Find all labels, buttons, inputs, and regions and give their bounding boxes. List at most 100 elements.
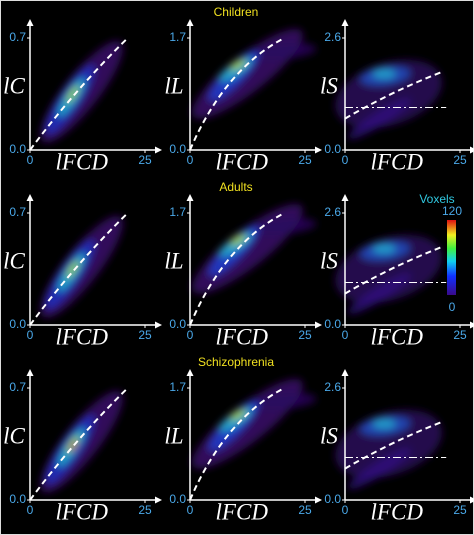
x-arrow [155,146,162,154]
y-arrow [26,369,34,376]
x-arrow [315,496,322,504]
x-tick-label: 0 [187,503,194,517]
panel-title: Children [214,5,259,19]
density-cloud [335,59,443,140]
x-axis-label: lFCD [216,324,269,349]
x-axis-label: lFCD [56,149,109,174]
density-layer [230,234,247,246]
y-axis-label: lL [164,74,183,99]
y-axis-label: lC [3,424,25,449]
fit-curve [189,387,285,501]
density-layer [247,217,317,236]
colorbar-label: Voxels [419,192,454,206]
density-layer [247,42,317,61]
x-tick-label: 0 [342,328,349,342]
density-layer [348,448,411,490]
x-tick-label: 25 [298,328,312,342]
fit-curve [189,212,285,326]
x-arrow [470,496,474,504]
colorbar-tick-label: 120 [442,204,462,218]
density-cloud [335,234,443,315]
y-tick-label: 0.7 [9,380,26,394]
fit-curve [344,245,444,295]
density-layer [230,409,247,421]
x-tick-label: 25 [138,153,152,167]
x-arrow [470,321,474,329]
fit-curve [344,70,444,120]
y-axis-label: lS [320,249,338,274]
x-axis-label: lFCD [216,149,269,174]
density-layer [230,59,247,71]
panel-title: Schizophrenia [198,355,274,369]
x-axis-label: lFCD [216,499,269,524]
y-axis-label: lS [320,74,338,99]
x-tick-label: 25 [453,503,467,517]
fit-curve [29,37,129,151]
y-tick-label: 0.0 [324,317,341,331]
fit-curve [29,387,129,501]
y-arrow [341,369,349,376]
y-axis-label: lC [3,249,25,274]
y-arrow [341,19,349,26]
x-tick-label: 0 [342,503,349,517]
y-arrow [186,369,194,376]
x-tick-label: 0 [187,153,194,167]
x-tick-label: 25 [298,153,312,167]
x-tick-label: 0 [27,153,34,167]
density-layer [66,85,80,103]
colorbar-tick-label: 0 [449,300,456,314]
x-arrow [155,321,162,329]
x-arrow [470,146,474,154]
y-arrow [341,194,349,201]
x-tick-label: 25 [453,328,467,342]
fit-curve [29,212,129,326]
density-cloud [335,409,443,490]
density-layer [372,244,396,254]
density-layer [348,98,411,140]
x-arrow [315,146,322,154]
y-axis-label: lL [164,249,183,274]
y-tick-label: 0.7 [9,30,26,44]
y-tick-label: 1.7 [169,380,186,394]
density-layer [66,260,80,278]
y-tick-label: 2.6 [324,205,341,219]
x-axis-label: lFCD [56,499,109,524]
colorbar [447,220,456,295]
panel-title: Adults [219,180,252,194]
y-tick-label: 0.0 [169,142,186,156]
y-tick-label: 0.7 [9,205,26,219]
y-arrow [26,194,34,201]
y-tick-label: 1.7 [169,30,186,44]
y-arrow [26,19,34,26]
fit-curve [189,37,285,151]
x-tick-label: 25 [138,328,152,342]
y-arrow [186,194,194,201]
y-tick-label: 2.6 [324,380,341,394]
density-layer [348,273,411,315]
x-tick-label: 0 [187,328,194,342]
x-tick-label: 0 [27,503,34,517]
y-axis-label: lS [320,424,338,449]
y-arrow [186,19,194,26]
x-axis-label: lFCD [371,324,424,349]
x-tick-label: 25 [138,503,152,517]
x-tick-label: 0 [342,153,349,167]
fit-curve [344,420,444,470]
density-layer [247,392,317,411]
y-axis-label: lC [3,74,25,99]
y-tick-label: 0.0 [9,142,26,156]
x-tick-label: 0 [27,328,34,342]
y-tick-label: 0.0 [324,492,341,506]
x-axis-label: lFCD [56,324,109,349]
y-tick-label: 0.0 [9,492,26,506]
x-arrow [155,496,162,504]
y-tick-label: 0.0 [9,317,26,331]
density-layer [372,419,396,429]
x-arrow [315,321,322,329]
y-tick-label: 0.0 [169,492,186,506]
x-tick-label: 25 [453,153,467,167]
x-axis-label: lFCD [371,149,424,174]
y-tick-label: 0.0 [169,317,186,331]
y-tick-label: 0.0 [324,142,341,156]
